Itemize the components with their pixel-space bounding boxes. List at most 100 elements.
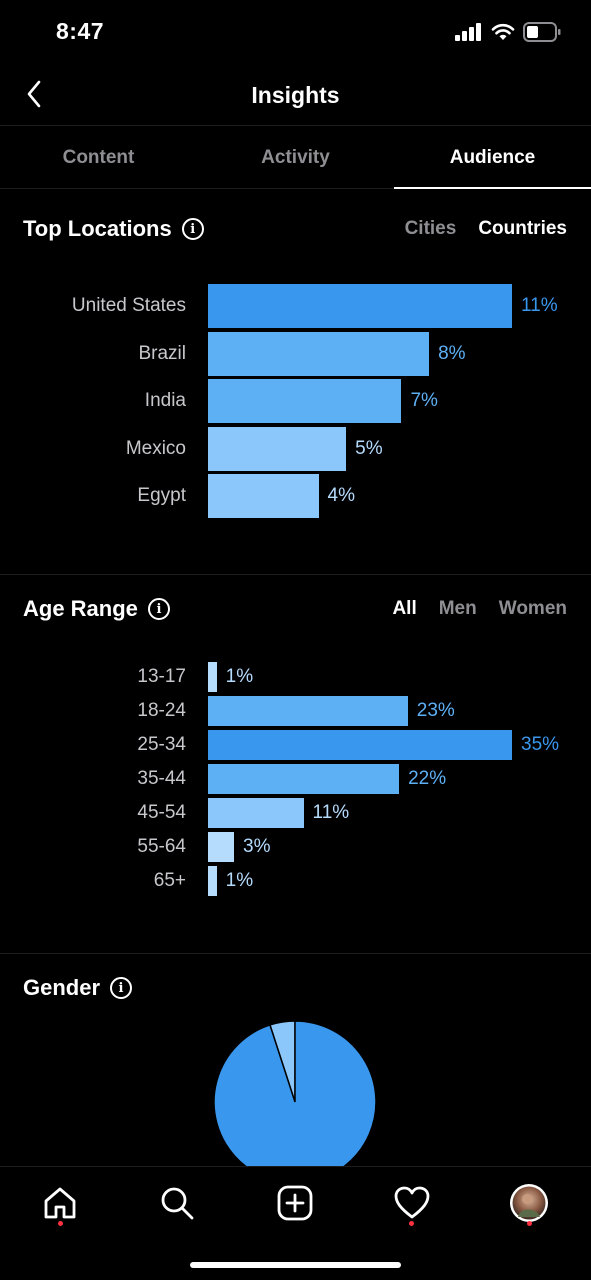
bar-value-label: 22% <box>408 768 447 789</box>
bar <box>208 730 512 760</box>
bar-value-label: 7% <box>410 390 438 411</box>
info-icon[interactable]: i <box>147 598 170 620</box>
home-notification-dot <box>58 1221 63 1226</box>
bar-value-label: 11% <box>312 802 350 823</box>
bar-category-label: 45-54 <box>137 802 186 823</box>
tab-activity[interactable]: Activity <box>261 147 330 168</box>
bar-row: India 7% <box>0 379 591 423</box>
gender-pie-chart <box>0 1010 591 1166</box>
tab-strip: Content Activity Audience <box>0 127 591 189</box>
status-time: 8:47 <box>56 18 105 44</box>
bar-row: Brazil 8% <box>0 331 591 376</box>
bar <box>208 379 402 423</box>
bar <box>208 426 347 471</box>
bar-row: 55-64 3% <box>0 832 591 862</box>
age-range-title: Age Range i <box>23 596 170 622</box>
bar-value-label: 4% <box>327 485 355 506</box>
bar-row: 45-54 11% <box>0 798 591 828</box>
bar-category-label: Brazil <box>138 342 186 364</box>
profile-tab[interactable] <box>507 1181 551 1225</box>
page-title: Insights <box>251 82 340 108</box>
home-indicator <box>190 1262 401 1268</box>
filter-countries[interactable]: Countries <box>478 218 567 239</box>
home-tab[interactable] <box>38 1181 82 1225</box>
section-divider <box>0 574 591 575</box>
gender-pie-svg <box>213 1020 377 1166</box>
bar <box>208 696 408 726</box>
bar <box>208 662 217 692</box>
top-locations-title: Top Locations i <box>23 216 204 242</box>
bar-category-label: 55-64 <box>137 836 186 857</box>
bar-category-label: 18-24 <box>137 700 186 721</box>
bar <box>208 764 400 794</box>
bar <box>208 331 430 376</box>
bar-value-label: 35% <box>521 734 560 755</box>
bar-row: Egypt 4% <box>0 474 591 518</box>
bottom-tab-bar <box>0 1166 591 1280</box>
tab-audience[interactable]: Audience <box>394 127 591 189</box>
bar-row: 35-44 22% <box>0 764 591 794</box>
bar-row: 25-34 35% <box>0 730 591 760</box>
activity-notification-dot <box>409 1221 414 1226</box>
bar <box>208 284 512 328</box>
info-icon[interactable]: i <box>181 218 204 240</box>
gender-title: Gender i <box>23 975 133 1001</box>
age-range-chart: 13-17 1% 18-24 23% 25-34 35% 35-44 22% 45-54 11% 5… <box>0 662 591 902</box>
bar-category-label: 25-34 <box>137 734 186 755</box>
bar-category-label: 65+ <box>153 870 186 891</box>
bar-row: 18-24 23% <box>0 696 591 726</box>
age-filters: All Men Women <box>392 598 567 620</box>
activity-tab[interactable] <box>390 1181 434 1225</box>
bar <box>208 832 235 862</box>
bar-category-label: 35-44 <box>137 768 186 789</box>
filter-men[interactable]: Men <box>438 598 477 619</box>
search-icon <box>161 1187 194 1220</box>
bar-category-label: India <box>144 390 186 411</box>
bar-row: 13-17 1% <box>0 662 591 692</box>
battery-icon <box>523 22 561 42</box>
cellular-signal-icon <box>455 23 481 41</box>
section-divider <box>0 953 591 954</box>
filter-cities[interactable]: Cities <box>404 218 457 239</box>
bar <box>208 866 217 896</box>
chevron-left-icon <box>27 80 41 108</box>
bar-category-label: Mexico <box>125 437 186 459</box>
status-bar: 8:47 <box>0 0 591 62</box>
filter-all[interactable]: All <box>392 598 417 619</box>
tab-content[interactable]: Content <box>62 147 135 168</box>
location-filters: Cities Countries <box>405 218 567 240</box>
profile-notification-dot <box>527 1221 532 1226</box>
create-post-tab[interactable] <box>273 1181 317 1225</box>
bar <box>208 798 304 828</box>
avatar <box>510 1184 548 1222</box>
bar-category-label: Egypt <box>137 485 186 506</box>
status-icons <box>455 22 561 42</box>
bar-category-label: 13-17 <box>137 666 186 687</box>
bar-row: United States 11% <box>0 284 591 328</box>
top-locations-chart: United States 11% Brazil 8% India 7% Mexico 5% E… <box>0 284 591 524</box>
bar-category-label: United States <box>71 295 186 316</box>
back-button[interactable] <box>20 76 48 112</box>
add-post-icon <box>277 1185 313 1221</box>
wifi-icon <box>491 23 515 40</box>
nav-bar: Insights <box>0 62 591 126</box>
age-range-title-text: Age Range <box>23 596 138 621</box>
top-locations-title-text: Top Locations <box>23 216 172 241</box>
info-icon[interactable]: i <box>110 977 133 999</box>
home-icon <box>44 1187 76 1219</box>
bar-value-label: 8% <box>438 342 466 364</box>
bar <box>208 474 319 518</box>
pie-slice <box>213 1020 377 1166</box>
gender-title-text: Gender <box>23 975 101 1000</box>
bar-value-label: 5% <box>355 437 383 459</box>
bar-value-label: 1% <box>225 870 254 891</box>
search-tab[interactable] <box>155 1181 199 1225</box>
bar-value-label: 23% <box>416 700 455 721</box>
bar-value-label: 11% <box>521 295 558 316</box>
bar-row: 65+ 1% <box>0 866 591 896</box>
bar-value-label: 1% <box>225 666 254 687</box>
filter-women[interactable]: Women <box>498 598 567 619</box>
bar-row: Mexico 5% <box>0 426 591 471</box>
bar-value-label: 3% <box>243 836 271 857</box>
heart-icon <box>394 1186 430 1219</box>
